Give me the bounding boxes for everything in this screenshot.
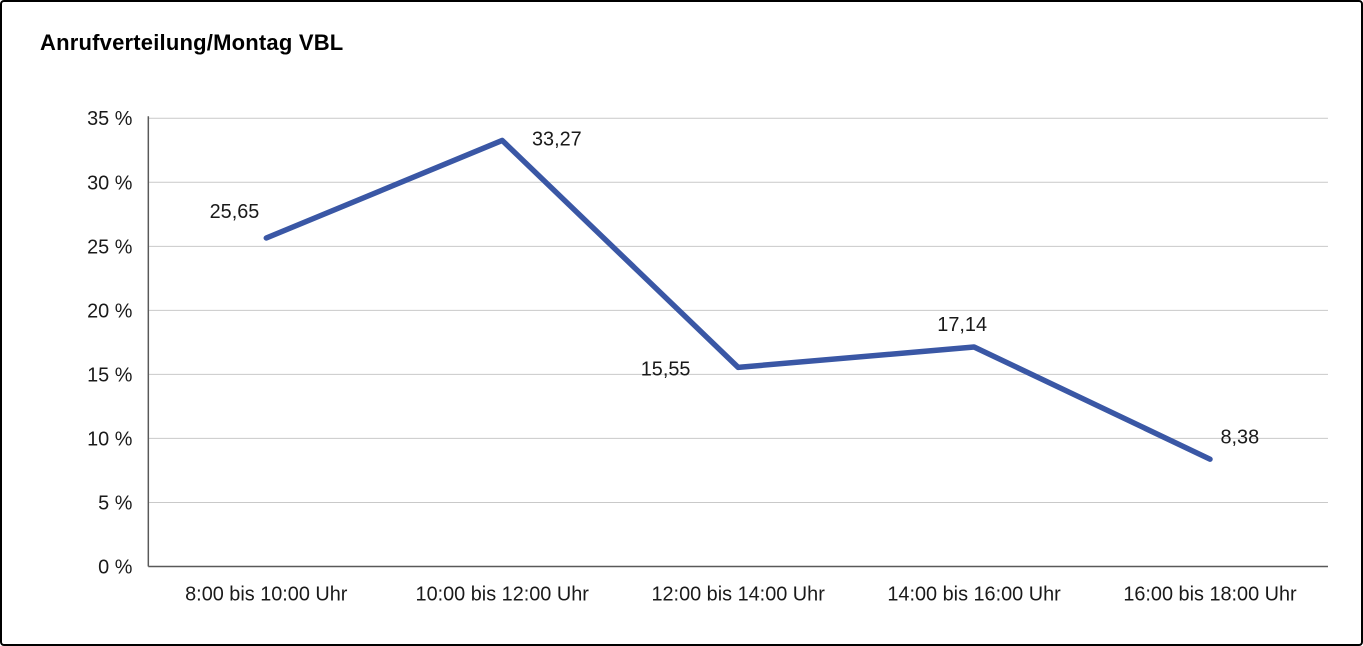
data-point-label: 8,38 xyxy=(1220,426,1259,448)
y-tick-label: 0 % xyxy=(98,556,132,578)
x-tick-label: 16:00 bis 18:00 Uhr xyxy=(1123,583,1297,605)
y-tick-label: 15 % xyxy=(87,364,132,386)
x-tick-label: 8:00 bis 10:00 Uhr xyxy=(185,583,348,605)
y-tick-label: 25 % xyxy=(87,236,132,258)
data-point-label: 33,27 xyxy=(532,128,582,150)
x-tick-label: 10:00 bis 12:00 Uhr xyxy=(416,583,590,605)
y-tick-label: 10 % xyxy=(87,428,132,450)
x-tick-label: 14:00 bis 16:00 Uhr xyxy=(887,583,1061,605)
data-point-label: 15,55 xyxy=(641,358,691,380)
y-tick-label: 35 % xyxy=(87,108,132,130)
y-tick-label: 5 % xyxy=(98,492,132,514)
y-tick-label: 30 % xyxy=(87,172,132,194)
x-tick-label: 12:00 bis 14:00 Uhr xyxy=(651,583,825,605)
data-point-label: 25,65 xyxy=(210,201,260,223)
y-tick-label: 20 % xyxy=(87,300,132,322)
data-line xyxy=(263,137,1213,462)
data-point-label: 17,14 xyxy=(937,314,987,336)
chart-title: Anrufverteilung/Montag VBL xyxy=(40,30,344,55)
